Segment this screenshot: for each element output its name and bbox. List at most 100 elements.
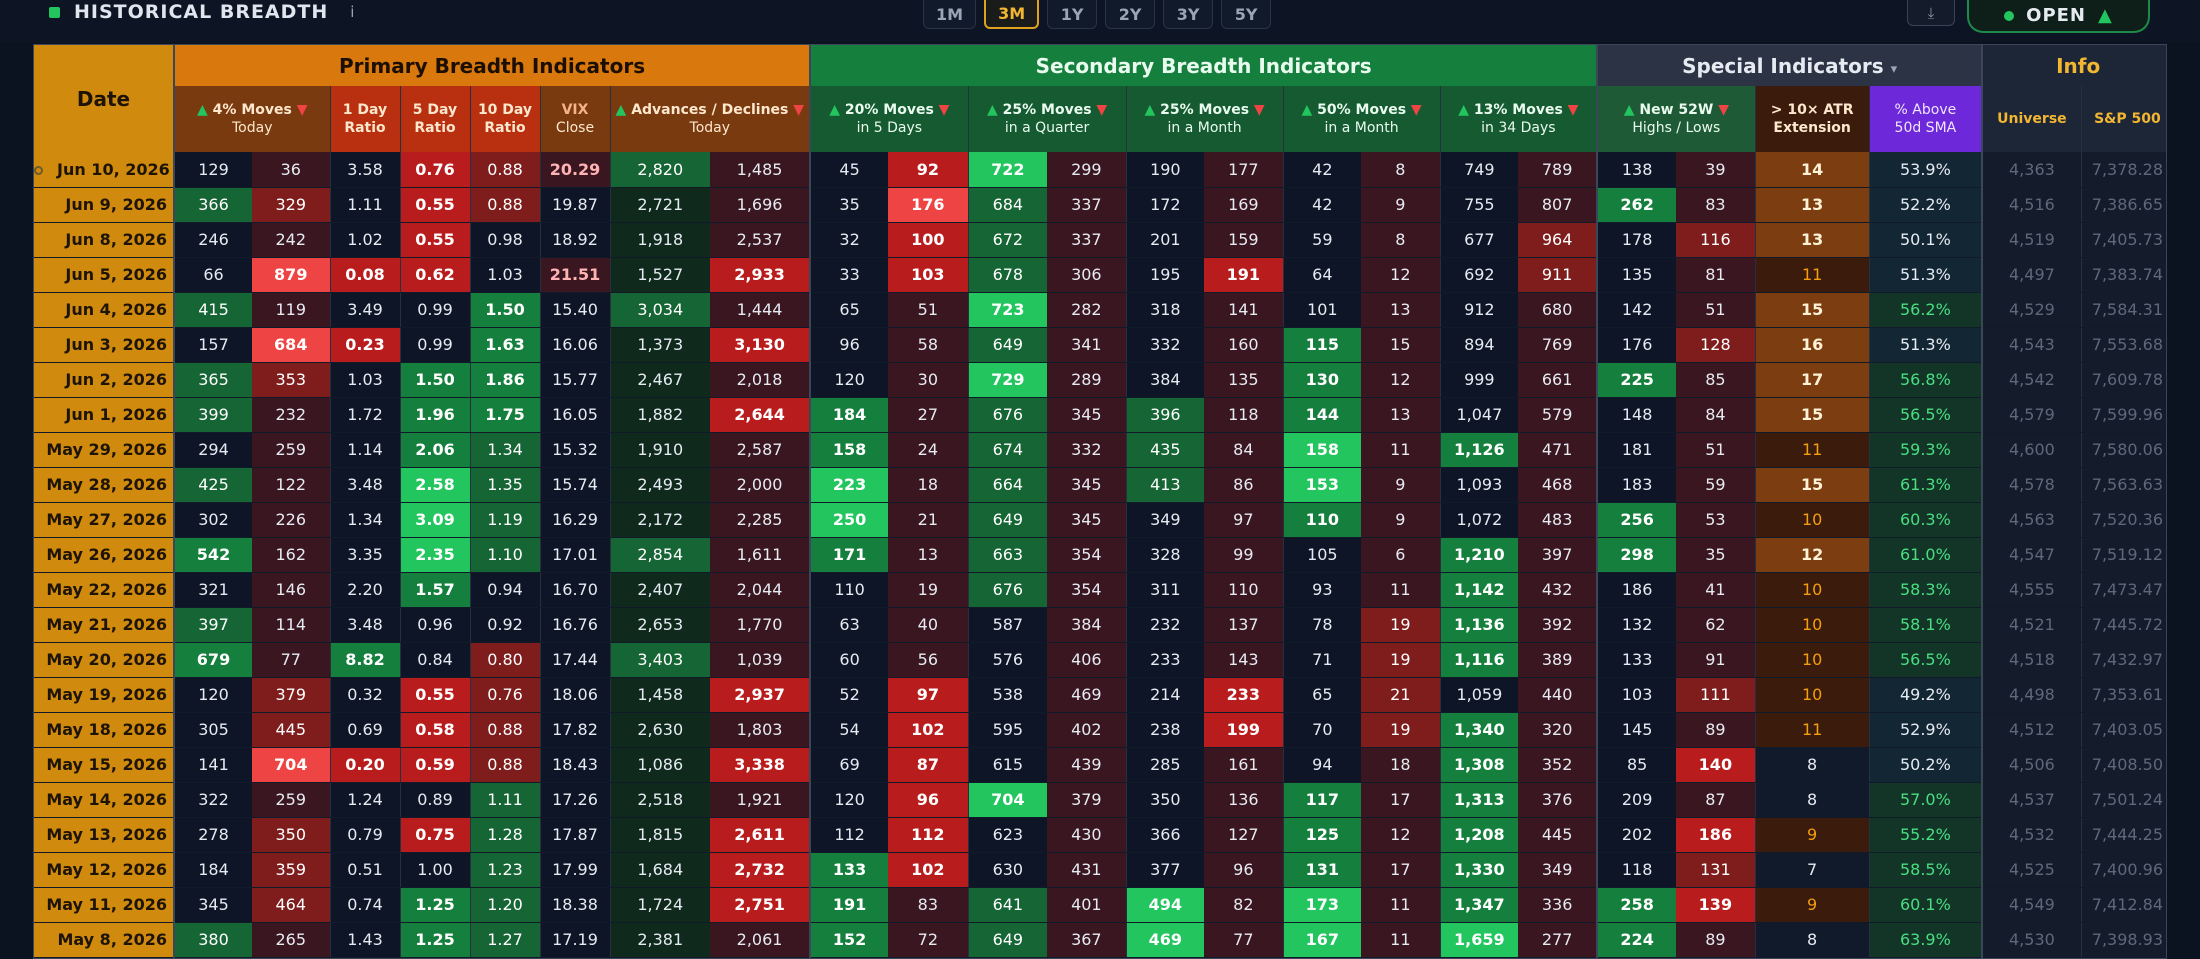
cell-vix-close: 17.82 (540, 712, 611, 748)
cell-declines: 2,537 (710, 222, 812, 258)
col-sp500[interactable]: S&P 500 (2081, 86, 2166, 152)
cell-atr-extension: 10 (1755, 607, 1870, 643)
table-row[interactable]: Jun 10, 2026 129 36 3.58 0.76 0.88 20.29 2,820 1… (34, 152, 2166, 188)
cell-moves4-down: 162 (252, 537, 331, 573)
cell-advances: 2,854 (610, 537, 710, 573)
cell-moves50-down: 11 (1361, 922, 1441, 958)
cell-universe: 4,497 (1982, 257, 2082, 293)
cell-ratio-5day: 2.06 (400, 432, 471, 468)
range-button-1y[interactable]: 1Y (1047, 0, 1098, 29)
table-row[interactable]: May 8, 2026 380 265 1.43 1.25 1.27 17.19 2,381 2… (34, 922, 2166, 958)
cell-declines: 2,587 (710, 432, 812, 468)
cell-pct-above-sma: 60.1% (1869, 887, 1984, 923)
range-button-3m[interactable]: 3M (984, 0, 1040, 29)
col-20pct-moves[interactable]: ▲ 20% Moves ▼ in 5 Days (810, 86, 969, 152)
cell-declines: 2,000 (710, 467, 812, 503)
range-button-1m[interactable]: 1M (923, 0, 977, 29)
cell-declines: 1,770 (710, 607, 812, 643)
table-row[interactable]: May 18, 2026 305 445 0.69 0.58 0.88 17.82 2,630… (34, 712, 2166, 748)
cell-moves4-up: 294 (174, 432, 252, 468)
cell-moves13-down: 336 (1518, 887, 1599, 923)
special-indicators-group[interactable]: Special Indicators ▾ (1597, 45, 1984, 86)
cell-moves20-down: 92 (888, 152, 969, 188)
row-date: May 22, 2026 (34, 572, 175, 608)
table-row[interactable]: May 28, 2026 425 122 3.48 2.58 1.35 15.74 2,493… (34, 467, 2166, 503)
info-icon[interactable]: i (350, 3, 355, 21)
col-10day-ratio[interactable]: 10 Day Ratio (470, 86, 541, 152)
col-new-52w[interactable]: ▲ New 52W ▼ Highs / Lows (1597, 86, 1756, 152)
range-button-3y[interactable]: 3Y (1163, 0, 1214, 29)
col-advances-declines[interactable]: ▲ Advances / Declines ▼ Today (610, 86, 812, 152)
col-25pct-month[interactable]: ▲ 25% Moves ▼ in a Month (1126, 86, 1284, 152)
cell-moves13-up: 1,659 (1440, 922, 1519, 958)
cell-new-highs: 183 (1597, 467, 1677, 503)
cell-moves25m-up: 494 (1126, 887, 1205, 923)
info-group: Info (1982, 45, 2166, 86)
cell-universe: 4,512 (1982, 712, 2082, 748)
cell-universe: 4,555 (1982, 572, 2082, 608)
cell-pct-above-sma: 56.5% (1869, 642, 1984, 678)
table-row[interactable]: Jun 5, 2026 66 879 0.08 0.62 1.03 21.51 1,527 2,… (34, 257, 2166, 293)
cell-new-highs: 256 (1597, 502, 1677, 538)
cell-moves13-up: 1,313 (1440, 782, 1519, 818)
cell-vix-close: 15.77 (540, 362, 611, 398)
cell-moves25q-down: 345 (1047, 467, 1127, 503)
table-row[interactable]: May 29, 2026 294 259 1.14 2.06 1.34 15.32 1,910… (34, 432, 2166, 468)
row-date: May 27, 2026 (34, 502, 175, 538)
cell-moves25m-up: 232 (1126, 607, 1205, 643)
table-row[interactable]: May 11, 2026 345 464 0.74 1.25 1.20 18.38 1,724… (34, 887, 2166, 923)
col-vix-close[interactable]: VIX Close (540, 86, 611, 152)
cell-pct-above-sma: 58.1% (1869, 607, 1984, 643)
date-column-header[interactable]: Date (34, 45, 175, 152)
row-date-label: May 12, 2026 (46, 860, 167, 879)
table-row[interactable]: Jun 8, 2026 246 242 1.02 0.55 0.98 18.92 1,918 2… (34, 222, 2166, 258)
table-row[interactable]: Jun 9, 2026 366 329 1.11 0.55 0.88 19.87 2,721 1… (34, 187, 2166, 223)
cell-universe: 4,532 (1982, 817, 2082, 853)
table-row[interactable]: May 14, 2026 322 259 1.24 0.89 1.11 17.26 2,518… (34, 782, 2166, 818)
cell-universe: 4,519 (1982, 222, 2082, 258)
cell-declines: 1,444 (710, 292, 812, 328)
col-universe[interactable]: Universe (1982, 86, 2082, 152)
col-50pct-month[interactable]: ▲ 50% Moves ▼ in a Month (1283, 86, 1441, 152)
row-date-label: May 11, 2026 (46, 895, 167, 914)
breadth-table-container[interactable]: Date Primary Breadth Indicators Secondar… (33, 44, 2167, 959)
table-row[interactable]: May 15, 2026 141 704 0.20 0.59 0.88 18.43 1,086… (34, 747, 2166, 783)
col-13pct-34days[interactable]: ▲ 13% Moves ▼ in 34 Days (1440, 86, 1599, 152)
col-1day-ratio[interactable]: 1 Day Ratio (330, 86, 401, 152)
col-4pct-moves[interactable]: ▲ 4% Moves ▼ Today (174, 86, 331, 152)
col-atr-extension[interactable]: > 10× ATR Extension (1755, 86, 1870, 152)
table-row[interactable]: May 20, 2026 679 77 8.82 0.84 0.80 17.44 3,403 1… (34, 642, 2166, 678)
range-button-5y[interactable]: 5Y (1221, 0, 1272, 29)
row-date: May 29, 2026 (34, 432, 175, 468)
col-25pct-quarter[interactable]: ▲ 25% Moves ▼ in a Quarter (968, 86, 1127, 152)
cell-new-lows: 35 (1676, 537, 1756, 573)
table-row[interactable]: May 21, 2026 397 114 3.48 0.96 0.92 16.76 2,653… (34, 607, 2166, 643)
table-row[interactable]: Jun 1, 2026 399 232 1.72 1.96 1.75 16.05 1,882 2… (34, 397, 2166, 433)
row-date-label: Jun 3, 2026 (65, 335, 167, 354)
col-above-50d-sma[interactable]: % Above 50d SMA (1869, 86, 1984, 152)
table-row[interactable]: Jun 3, 2026 157 684 0.23 0.99 1.63 16.06 1,373 3… (34, 327, 2166, 363)
table-row[interactable]: May 19, 2026 120 379 0.32 0.55 0.76 18.06 1,458… (34, 677, 2166, 713)
table-row[interactable]: May 13, 2026 278 350 0.79 0.75 1.28 17.87 1,815… (34, 817, 2166, 853)
table-row[interactable]: Jun 4, 2026 415 119 3.49 0.99 1.50 15.40 3,034 1… (34, 292, 2166, 328)
cell-new-highs: 258 (1597, 887, 1677, 923)
table-row[interactable]: May 26, 2026 542 162 3.35 2.35 1.10 17.01 2,854… (34, 537, 2166, 573)
cell-moves4-down: 445 (252, 712, 331, 748)
cell-moves25m-down: 77 (1204, 922, 1284, 958)
cell-ratio-1day: 0.08 (330, 257, 401, 293)
cell-moves50-up: 42 (1283, 152, 1362, 188)
table-row[interactable]: May 22, 2026 321 146 2.20 1.57 0.94 16.70 2,407… (34, 572, 2166, 608)
cell-moves4-up: 397 (174, 607, 252, 643)
market-status-button[interactable]: OPEN ▲ (1967, 0, 2150, 33)
table-row[interactable]: Jun 2, 2026 365 353 1.03 1.50 1.86 15.77 2,467 2… (34, 362, 2166, 398)
cell-moves50-down: 21 (1361, 677, 1441, 713)
cell-pct-above-sma: 59.3% (1869, 432, 1984, 468)
range-button-2y[interactable]: 2Y (1105, 0, 1156, 29)
download-button[interactable]: ⤓ (1907, 0, 1955, 26)
table-row[interactable]: May 27, 2026 302 226 1.34 3.09 1.19 16.29 2,172… (34, 502, 2166, 538)
cell-atr-extension: 10 (1755, 677, 1870, 713)
table-row[interactable]: May 12, 2026 184 359 0.51 1.00 1.23 17.99 1,684… (34, 852, 2166, 888)
cell-moves13-up: 677 (1440, 222, 1519, 258)
col-5day-ratio[interactable]: 5 Day Ratio (400, 86, 471, 152)
cell-moves20-up: 32 (810, 222, 889, 258)
